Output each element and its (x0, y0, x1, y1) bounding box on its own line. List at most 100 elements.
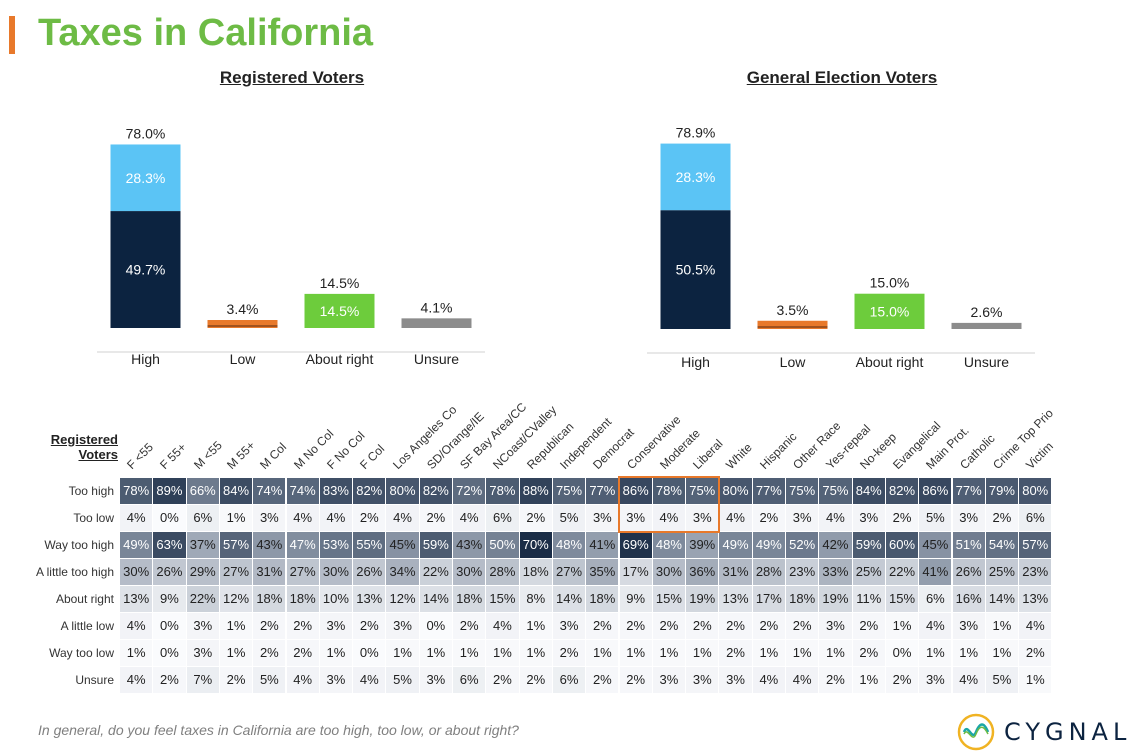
table-cell: 27% (286, 559, 319, 585)
segment-data-label: 14.5% (320, 303, 360, 319)
table-cell: 1% (386, 640, 419, 666)
table-cell: 50% (486, 532, 519, 558)
table-cell: 2% (286, 640, 319, 666)
table-cell: 18% (786, 586, 819, 612)
table-cell: 1% (619, 640, 652, 666)
column-header: White (723, 440, 756, 472)
table-cell: 4% (286, 505, 319, 531)
table-cell: 2% (453, 613, 486, 639)
table-cell: 82% (419, 478, 452, 504)
table-cell: 22% (419, 559, 452, 585)
category-tick-label: Low (780, 354, 807, 370)
table-cell: 6% (453, 667, 486, 693)
table-cell: 77% (586, 478, 619, 504)
segment-data-label: 49.7% (126, 262, 166, 278)
table-cell: 1% (219, 505, 253, 531)
table-cell: 45% (919, 532, 952, 558)
table-cell: 6% (919, 586, 952, 612)
table-cell: 77% (752, 478, 785, 504)
table-cell: 80% (386, 478, 419, 504)
table-cell: 59% (852, 532, 885, 558)
table-cell: 5% (552, 505, 586, 531)
bar-total-label: 15.0% (870, 275, 910, 291)
table-cell: 1% (752, 640, 785, 666)
table-cell: 0% (885, 640, 919, 666)
table-cell: 86% (619, 478, 652, 504)
table-cell: 1% (919, 640, 952, 666)
table-cell: 13% (1019, 586, 1052, 612)
table-cell: 30% (453, 559, 486, 585)
table-cell: 2% (586, 613, 619, 639)
row-label: Too high (68, 484, 114, 498)
table-cell: 4% (752, 667, 785, 693)
column-header: Victim (1023, 439, 1057, 472)
table-cell: 1% (319, 640, 353, 666)
table-cell: 3% (786, 505, 819, 531)
table-cell: 2% (552, 640, 586, 666)
table-cell: 2% (586, 667, 619, 693)
table-cell: 2% (486, 667, 519, 693)
table-cell: 69% (619, 532, 652, 558)
table-cell: 12% (386, 586, 419, 612)
table-cell: 5% (386, 667, 419, 693)
table-cell: 82% (885, 478, 919, 504)
bar-total-label: 3.4% (227, 301, 259, 317)
bar-total-label: 78.0% (126, 125, 166, 141)
table-cell: 18% (286, 586, 319, 612)
table-cell: 3% (652, 667, 686, 693)
table-cell: 0% (153, 505, 186, 531)
bar-segment-about-right-0 (304, 293, 375, 328)
bar-total-label: 3.5% (777, 302, 809, 318)
chart-title: Registered Voters (219, 68, 365, 87)
table-cell: 25% (852, 559, 885, 585)
table-cell: 72% (453, 478, 486, 504)
table-cell: 6% (486, 505, 519, 531)
category-tick-label: Unsure (414, 351, 459, 367)
table-cell: 2% (852, 640, 885, 666)
table-cell: 39% (686, 532, 719, 558)
column-header: M Col (257, 439, 290, 472)
table-cell: 1% (219, 613, 253, 639)
table-cell: 30% (319, 559, 353, 585)
cygnal-logo: CYGNAL (956, 712, 1131, 752)
table-cell: 1% (885, 613, 919, 639)
table-cell: 9% (153, 586, 186, 612)
table-cell: 4% (286, 667, 319, 693)
table-cell: 2% (519, 667, 552, 693)
table-cell: 4% (652, 505, 686, 531)
table-cell: 45% (386, 532, 419, 558)
ideology-highlight-box (617, 476, 721, 533)
table-cell: 53% (319, 532, 353, 558)
table-cell: 3% (719, 667, 752, 693)
table-cell: 3% (952, 613, 985, 639)
table-cell: 2% (519, 505, 552, 531)
table-cell: 19% (686, 586, 719, 612)
table-cell: 43% (453, 532, 486, 558)
bar-segment-unsure-0 (951, 322, 1022, 329)
table-cell: 80% (719, 478, 752, 504)
column-header: F <55 (124, 440, 156, 472)
table-cell: 52% (786, 532, 819, 558)
table-cell: 55% (353, 532, 386, 558)
table-cell: 1% (120, 640, 153, 666)
table-cell: 84% (219, 478, 253, 504)
category-tick-label: High (681, 354, 710, 370)
table-cell: 57% (1019, 532, 1052, 558)
survey-question: In general, do you feel taxes in Califor… (38, 722, 519, 738)
table-cell: 3% (819, 613, 852, 639)
table-cell: 2% (619, 667, 652, 693)
table-cell: 2% (419, 505, 452, 531)
logo-text: CYGNAL (1004, 718, 1132, 746)
table-cell: 82% (353, 478, 386, 504)
table-cell: 3% (419, 667, 452, 693)
table-cell: 12% (219, 586, 253, 612)
table-cell: 23% (786, 559, 819, 585)
column-header: F Col (357, 441, 388, 472)
table-cell: 17% (752, 586, 785, 612)
table-cell: 4% (319, 505, 353, 531)
table-cell: 49% (719, 532, 752, 558)
category-tick-label: About right (306, 351, 374, 367)
table-cell: 59% (419, 532, 452, 558)
table-cell: 75% (552, 478, 586, 504)
